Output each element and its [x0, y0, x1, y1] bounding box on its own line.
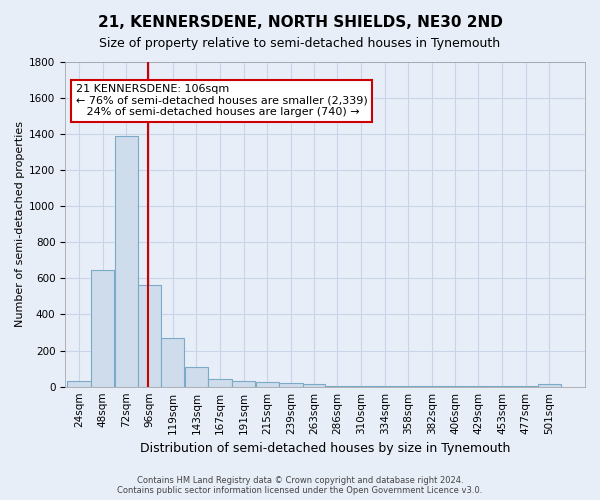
Bar: [256, 382, 279, 386]
Bar: [303, 384, 325, 386]
Bar: [232, 382, 255, 386]
X-axis label: Distribution of semi-detached houses by size in Tynemouth: Distribution of semi-detached houses by …: [140, 442, 510, 455]
Text: 21, KENNERSDENE, NORTH SHIELDS, NE30 2ND: 21, KENNERSDENE, NORTH SHIELDS, NE30 2ND: [98, 15, 502, 30]
Bar: [91, 270, 114, 386]
Bar: [185, 367, 208, 386]
Bar: [67, 382, 91, 386]
Y-axis label: Number of semi-detached properties: Number of semi-detached properties: [15, 121, 25, 327]
Text: Size of property relative to semi-detached houses in Tynemouth: Size of property relative to semi-detach…: [100, 38, 500, 51]
Text: 21 KENNERSDENE: 106sqm
← 76% of semi-detached houses are smaller (2,339)
   24% : 21 KENNERSDENE: 106sqm ← 76% of semi-det…: [76, 84, 367, 117]
Bar: [280, 383, 302, 386]
Bar: [208, 380, 232, 386]
Bar: [139, 284, 161, 386]
Bar: [115, 136, 138, 386]
Bar: [161, 338, 184, 386]
Text: Contains HM Land Registry data © Crown copyright and database right 2024.
Contai: Contains HM Land Registry data © Crown c…: [118, 476, 482, 495]
Bar: [538, 384, 561, 386]
